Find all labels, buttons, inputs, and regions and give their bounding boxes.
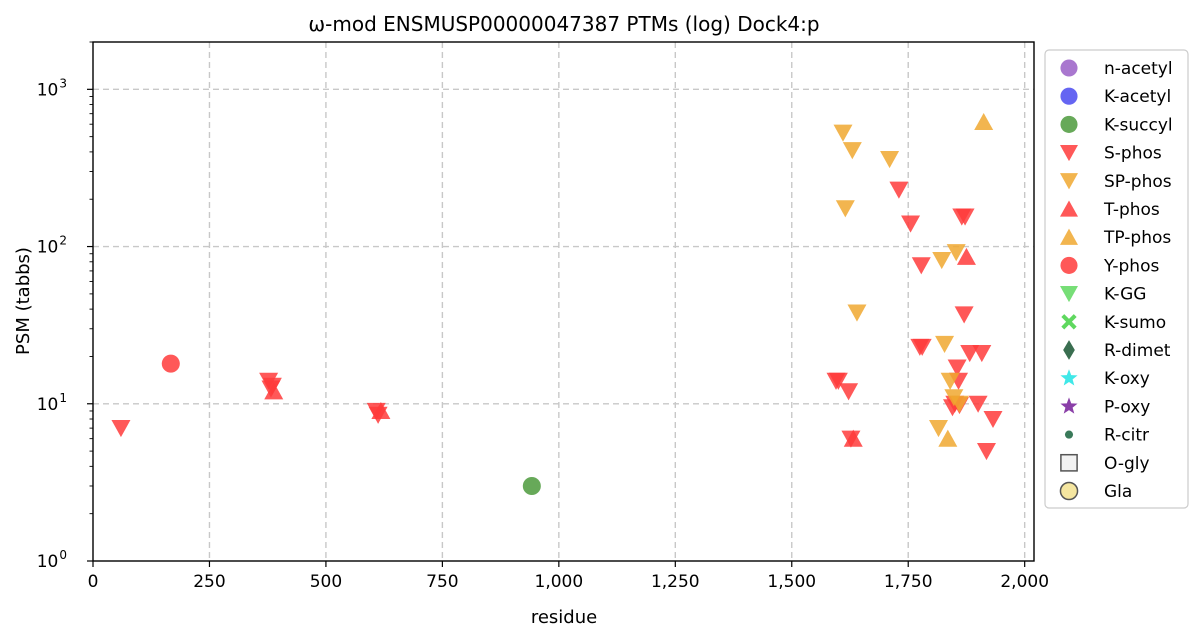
x-tick-label: 750 bbox=[426, 572, 458, 592]
data-point-s-phos bbox=[955, 208, 975, 226]
data-point-t-phos bbox=[371, 401, 391, 420]
data-point-sp-phos bbox=[833, 124, 853, 142]
data-point-t-phos bbox=[956, 247, 976, 265]
legend-marker-k-oxy bbox=[1060, 369, 1078, 386]
data-point-y-phos bbox=[161, 354, 180, 373]
data-point-sp-phos bbox=[842, 142, 862, 160]
data-point-s-phos bbox=[947, 359, 967, 377]
y-tick-label: 103 bbox=[37, 76, 67, 100]
data-point-s-phos bbox=[960, 345, 980, 363]
legend-label: R-citr bbox=[1104, 426, 1149, 446]
data-point-s-phos bbox=[828, 372, 848, 390]
legend-marker-k-sumo bbox=[1061, 314, 1077, 330]
plot-frame bbox=[92, 41, 1035, 562]
data-point-sp-phos bbox=[835, 200, 855, 218]
data-points bbox=[111, 112, 1003, 496]
legend-label: K-GG bbox=[1104, 285, 1146, 305]
data-point-s-phos bbox=[968, 395, 988, 413]
data-point-sp-phos bbox=[949, 395, 969, 413]
legend-label: T-phos bbox=[1103, 200, 1160, 220]
data-point-tp-phos bbox=[938, 429, 958, 447]
data-point-s-phos bbox=[889, 181, 909, 199]
legend-label: SP-phos bbox=[1104, 172, 1172, 192]
legend-label: n-acetyl bbox=[1104, 59, 1173, 79]
data-point-s-phos bbox=[954, 306, 974, 324]
x-tick-label: 250 bbox=[193, 572, 225, 592]
x-tick-label: 1,250 bbox=[651, 572, 700, 592]
legend-label: K-acetyl bbox=[1104, 87, 1171, 107]
x-axis-ticks: 0 250 500 750 1,000 1,250 1,500 1,750 2,000 bbox=[88, 561, 1049, 592]
data-point-sp-phos bbox=[847, 304, 867, 322]
y-axis-label: PSM (tabbs) bbox=[13, 247, 34, 355]
data-point-s-phos bbox=[901, 215, 921, 233]
data-point-s-phos bbox=[972, 345, 992, 363]
legend-marker-y-phos bbox=[1060, 256, 1078, 274]
data-point-s-phos bbox=[839, 383, 859, 401]
legend-label: S-phos bbox=[1104, 144, 1162, 164]
data-point-sp-phos bbox=[932, 252, 952, 270]
data-point-k-succyl bbox=[522, 476, 541, 496]
legend-label: Y-phos bbox=[1103, 256, 1159, 276]
legend-marker-r-dimet bbox=[1063, 340, 1075, 360]
data-point-s-phos bbox=[111, 420, 131, 438]
legend-label: P-oxy bbox=[1104, 397, 1150, 417]
legend-marker-p-oxy bbox=[1060, 397, 1078, 414]
data-point-tp-phos bbox=[974, 112, 994, 131]
y-tick-label: 100 bbox=[37, 548, 67, 572]
legend-label: R-dimet bbox=[1104, 341, 1171, 361]
legend-marker-k-gg bbox=[1060, 285, 1078, 303]
data-point-t-phos bbox=[843, 429, 863, 447]
data-point-s-phos bbox=[912, 338, 932, 356]
data-point-sp-phos bbox=[929, 420, 949, 438]
y-tick-label: 101 bbox=[37, 391, 67, 415]
x-tick-label: 1,750 bbox=[884, 572, 933, 592]
legend-label: O-gly bbox=[1104, 454, 1150, 474]
legend-marker-k-succyl bbox=[1060, 115, 1078, 133]
legend-marker-tp-phos bbox=[1060, 228, 1078, 245]
legend-label: Gla bbox=[1104, 482, 1132, 502]
legend-label: K-sumo bbox=[1104, 313, 1166, 333]
legend-marker-n-acetyl bbox=[1060, 59, 1078, 77]
x-tick-label: 500 bbox=[310, 572, 342, 592]
grid bbox=[93, 42, 1034, 561]
y-axis-ticks: 100 101 102 103 bbox=[37, 41, 93, 572]
legend-marker-r-citr bbox=[1064, 430, 1074, 439]
legend-label: K-oxy bbox=[1104, 369, 1150, 389]
legend: n-acetyl K-acetyl K-succyl S-phos SP-phos T-p… bbox=[1044, 49, 1189, 509]
x-axis-label: residue bbox=[531, 607, 597, 628]
x-tick-label: 1,000 bbox=[535, 572, 584, 592]
legend-marker-gla bbox=[1059, 481, 1079, 501]
legend-frame bbox=[1044, 49, 1189, 509]
legend-marker-sp-phos bbox=[1060, 173, 1078, 190]
legend-label: TP-phos bbox=[1103, 228, 1171, 248]
data-point-sp-phos bbox=[940, 372, 960, 390]
y-tick-label: 102 bbox=[37, 234, 67, 258]
data-point-s-phos bbox=[983, 410, 1003, 429]
data-point-t-phos bbox=[264, 382, 284, 400]
legend-marker-o-gly bbox=[1060, 453, 1078, 472]
x-tick-label: 1,500 bbox=[767, 572, 816, 592]
legend-label: K-succyl bbox=[1104, 115, 1173, 135]
legend-marker-k-acetyl bbox=[1060, 87, 1078, 105]
legend-marker-t-phos bbox=[1060, 200, 1078, 217]
x-tick-label: 2,000 bbox=[1000, 572, 1049, 592]
data-point-s-phos bbox=[911, 257, 931, 275]
data-point-sp-phos bbox=[935, 335, 955, 354]
chart-title: ω-mod ENSMUSP00000047387 PTMs (log) Dock… bbox=[308, 12, 819, 36]
data-point-sp-phos bbox=[946, 244, 966, 262]
x-tick-label: 0 bbox=[88, 572, 99, 592]
data-point-sp-phos bbox=[880, 151, 900, 169]
legend-marker-s-phos bbox=[1060, 144, 1078, 162]
data-point-s-phos bbox=[976, 443, 996, 461]
